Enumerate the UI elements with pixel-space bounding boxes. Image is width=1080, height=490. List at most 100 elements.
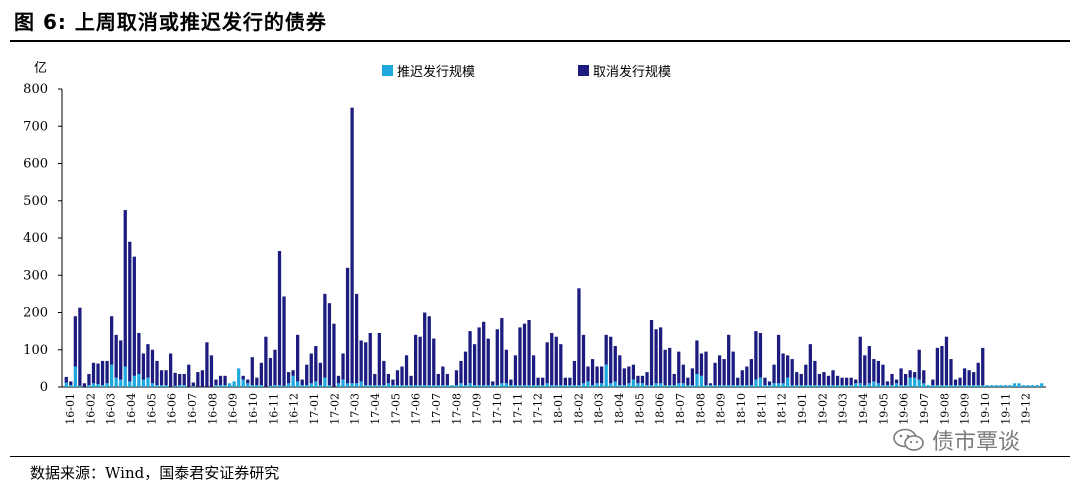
bar-postponed <box>500 383 504 387</box>
bar-postponed <box>967 385 971 387</box>
bar-postponed <box>110 364 114 387</box>
bar-postponed <box>132 375 136 387</box>
bar-cancelled <box>341 353 345 380</box>
bar-postponed <box>949 385 953 387</box>
bar-postponed <box>690 385 695 387</box>
bar-postponed <box>559 385 563 387</box>
bar-cancelled <box>840 377 844 386</box>
bar-postponed <box>128 381 132 387</box>
bar-postponed <box>477 385 481 387</box>
bar-postponed <box>627 383 631 387</box>
x-tick-label: 19-10 <box>979 393 992 425</box>
bar-postponed <box>377 385 381 387</box>
bar-cancelled <box>509 379 513 386</box>
x-tick-label: 17-09 <box>471 393 484 425</box>
bar-cancelled <box>727 334 731 386</box>
chart-title: 图 6: 上周取消或推迟发行的债券 <box>14 10 327 34</box>
bar-cancelled <box>182 373 186 386</box>
bar-postponed <box>708 385 713 387</box>
bar-cancelled <box>686 377 690 386</box>
x-tick-label: 16-12 <box>288 393 301 425</box>
bar-cancelled <box>196 372 200 387</box>
x-tick-label: 16-02 <box>84 393 97 425</box>
bar-cancelled <box>468 331 472 384</box>
bar-cancelled <box>273 349 277 386</box>
bar-cancelled <box>908 370 912 378</box>
bar-postponed <box>631 379 636 387</box>
bar-cancelled <box>373 373 377 386</box>
bar-postponed <box>876 383 881 387</box>
bar-cancelled <box>91 362 96 384</box>
bar-cancelled <box>885 381 890 386</box>
bar-postponed <box>436 385 440 387</box>
bar-postponed <box>137 373 141 387</box>
x-tick-label: 17-12 <box>532 393 545 425</box>
bar-cancelled <box>137 332 141 374</box>
bar-postponed <box>73 366 77 387</box>
bar-postponed <box>695 373 699 387</box>
bar-postponed <box>318 385 322 387</box>
bar-cancelled <box>327 303 332 386</box>
bar-postponed <box>618 385 622 387</box>
bar-postponed <box>563 385 567 387</box>
x-tick-label: 17-10 <box>491 393 504 425</box>
bar-postponed <box>600 383 604 387</box>
bar-postponed <box>468 383 472 387</box>
watermark-text: 债市覃谈 <box>932 430 1021 455</box>
bar-postponed <box>699 375 704 387</box>
bar-cancelled <box>336 375 341 384</box>
bar-postponed <box>522 385 527 387</box>
bar-cancelled <box>486 338 490 386</box>
bar-cancelled <box>305 364 309 386</box>
bar-postponed <box>749 385 753 387</box>
bar-postponed <box>981 385 985 387</box>
x-tick-label: 19-04 <box>857 393 870 425</box>
bar-cancelled <box>218 375 223 386</box>
bar-postponed <box>504 383 508 387</box>
bar-postponed <box>119 379 123 387</box>
bar-postponed <box>781 383 785 387</box>
bar-cancelled <box>477 327 481 386</box>
bar-postponed <box>164 385 168 387</box>
bar-cancelled <box>618 355 622 386</box>
bar-cancelled <box>404 355 409 386</box>
bar-cancelled <box>804 364 808 386</box>
bar-postponed <box>386 383 391 387</box>
bar-cancelled <box>790 359 794 386</box>
bar-cancelled <box>795 372 799 386</box>
bar-cancelled <box>259 362 263 386</box>
bar-cancelled <box>577 288 581 386</box>
bar-cancelled <box>100 360 105 386</box>
bar-cancelled <box>640 375 645 384</box>
bar-cancelled <box>672 373 676 386</box>
bar-cancelled <box>772 364 776 384</box>
bar-postponed <box>654 383 658 387</box>
bar-cancelled <box>454 370 459 386</box>
bar-cancelled <box>649 319 654 386</box>
bar-cancelled <box>155 360 159 386</box>
x-tick-label: 19-05 <box>877 393 890 425</box>
bar-postponed <box>713 385 717 387</box>
bar-cancelled <box>554 336 558 386</box>
bar-postponed <box>100 385 105 387</box>
bar-cancelled <box>296 334 300 382</box>
y-tick-label: 300 <box>23 268 48 283</box>
bar-cancelled <box>522 323 527 386</box>
bar-cancelled <box>763 377 767 386</box>
bar-postponed <box>141 379 146 387</box>
x-tick-label: 19-06 <box>898 393 911 425</box>
x-tick-label: 16-07 <box>186 393 199 425</box>
bar-cancelled <box>314 346 318 382</box>
bar-postponed <box>427 385 431 387</box>
bar-postponed <box>350 383 354 387</box>
bar-cancelled <box>368 332 372 386</box>
x-tick-label: 16-10 <box>247 393 260 425</box>
bar-postponed <box>590 385 595 387</box>
bar-postponed <box>486 385 490 387</box>
bar-postponed <box>305 385 309 387</box>
bar-cancelled <box>255 377 259 386</box>
bar-cancelled <box>518 327 522 386</box>
bar-postponed <box>554 385 558 387</box>
bar-postponed <box>872 381 876 387</box>
bar-postponed <box>1012 383 1017 387</box>
